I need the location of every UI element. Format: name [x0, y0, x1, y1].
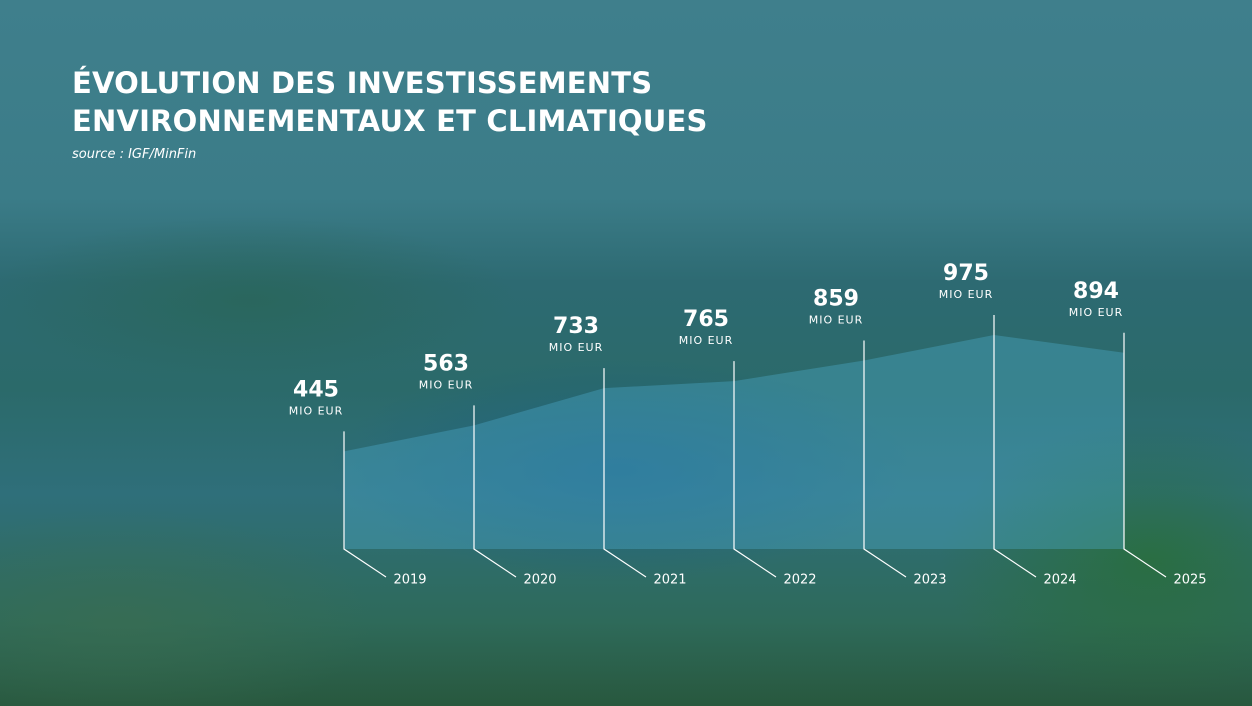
x-tick-label: 2021: [653, 573, 686, 588]
x-tick-label: 2020: [523, 573, 556, 588]
infographic: ÉVOLUTION DES INVESTISSEMENTS ENVIRONNEM…: [0, 0, 1252, 706]
value-label: 445: [293, 377, 339, 402]
unit-label: MIO EUR: [549, 341, 604, 354]
unit-label: MIO EUR: [809, 313, 864, 326]
x-tick-label: 2025: [1173, 573, 1206, 588]
unit-label: MIO EUR: [289, 404, 344, 417]
leader-line: [1124, 333, 1166, 577]
x-tick-label: 2019: [393, 573, 426, 588]
value-label: 859: [813, 286, 859, 311]
value-label: 733: [553, 314, 599, 339]
x-tick-label: 2023: [913, 573, 946, 588]
value-label: 975: [943, 261, 989, 286]
unit-label: MIO EUR: [939, 288, 994, 301]
unit-label: MIO EUR: [679, 334, 734, 347]
x-tick-label: 2024: [1043, 573, 1076, 588]
unit-label: MIO EUR: [419, 378, 474, 391]
chart: 445 MIO EUR 2019 563 MIO EUR 2020 733 MIO EUR 20…: [0, 0, 1252, 706]
unit-label: MIO EUR: [1069, 306, 1124, 319]
value-label: 765: [683, 307, 729, 332]
value-label: 563: [423, 351, 469, 376]
value-label: 894: [1073, 279, 1119, 304]
x-tick-label: 2022: [783, 573, 816, 588]
